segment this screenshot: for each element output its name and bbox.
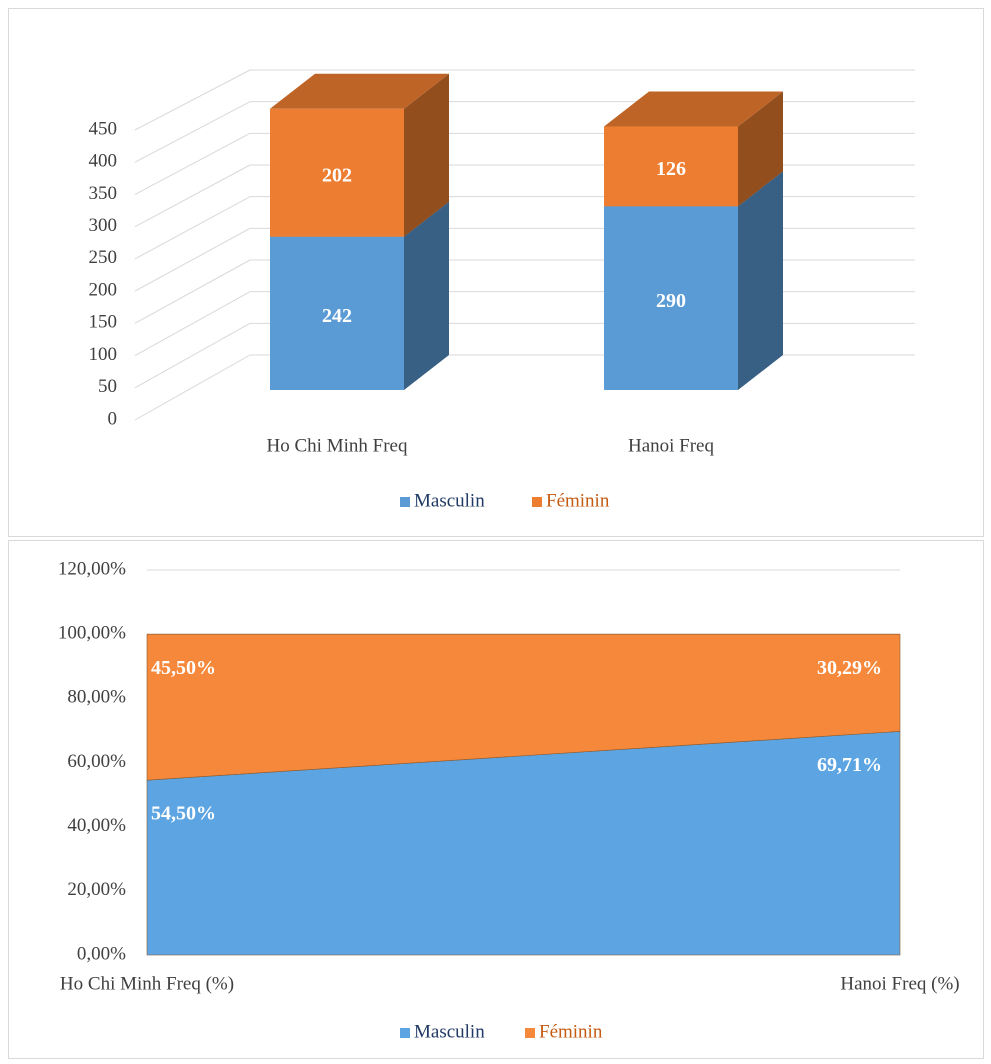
y-tick-label: 100: [89, 344, 118, 365]
y-tick-label: 40,00%: [67, 815, 126, 836]
y-tick-label: 0: [108, 408, 118, 429]
area: [146, 633, 901, 781]
bar-side: [738, 91, 783, 207]
grid-line: [134, 101, 251, 163]
data-label: 54,50%: [151, 803, 216, 825]
y-tick-label: 60,00%: [67, 751, 126, 772]
y-tick-label: 50: [98, 376, 117, 397]
grid-line: [134, 164, 251, 228]
data-label: 290: [656, 290, 686, 312]
data-label: 45,50%: [151, 657, 216, 679]
chart-frame: [8, 8, 984, 537]
data-label: 30,29%: [817, 657, 882, 679]
bar-side: [738, 171, 783, 390]
grid-line: [134, 132, 251, 195]
y-tick-label: 350: [89, 183, 118, 204]
y-tick-label: 250: [89, 247, 118, 268]
data-label: 202: [322, 164, 352, 186]
y-tick-label: 0,00%: [77, 943, 126, 964]
x-tick-label: Ho Chi Minh Freq (%): [60, 973, 234, 994]
x-tick-label: Ho Chi Minh Freq: [267, 435, 408, 456]
data-label: 242: [322, 305, 352, 327]
bar-front: [604, 206, 738, 390]
y-tick-label: 200: [89, 279, 118, 300]
y-tick-label: 400: [89, 151, 118, 172]
bar-front: [270, 108, 404, 237]
grid-line: [134, 291, 251, 356]
bar-side: [404, 201, 449, 390]
legend-label: Féminin: [539, 1021, 603, 1042]
legend-swatch: [532, 497, 542, 507]
grid-line: [134, 354, 251, 421]
y-tick-label: 100,00%: [58, 623, 126, 644]
bar-top: [270, 73, 449, 109]
legend-label: Féminin: [546, 490, 610, 511]
legend-swatch: [400, 497, 410, 507]
y-tick-label: 300: [89, 215, 118, 236]
y-tick-label: 450: [89, 118, 118, 139]
bar-front: [604, 126, 738, 207]
grid-line: [134, 196, 251, 260]
grid-line: [134, 322, 251, 389]
y-tick-label: 120,00%: [58, 558, 126, 579]
chart-frame: [8, 540, 984, 1059]
y-tick-label: 80,00%: [67, 687, 126, 708]
data-label: 126: [656, 158, 686, 180]
bar-side: [404, 73, 449, 237]
grid-line: [134, 227, 251, 292]
legend-label: Masculin: [414, 490, 485, 511]
y-tick-label: 20,00%: [67, 879, 126, 900]
grid-line: [134, 259, 251, 324]
data-label: 69,71%: [817, 754, 882, 776]
x-tick-label: Hanoi Freq: [628, 435, 715, 456]
y-tick-label: 150: [89, 312, 118, 333]
grid-line: [134, 69, 251, 131]
bar-front: [270, 236, 404, 390]
x-tick-label: Hanoi Freq (%): [840, 973, 959, 994]
legend-swatch: [400, 1028, 410, 1038]
legend-swatch: [525, 1028, 535, 1038]
legend-label: Masculin: [414, 1021, 485, 1042]
bar-top: [604, 91, 783, 127]
